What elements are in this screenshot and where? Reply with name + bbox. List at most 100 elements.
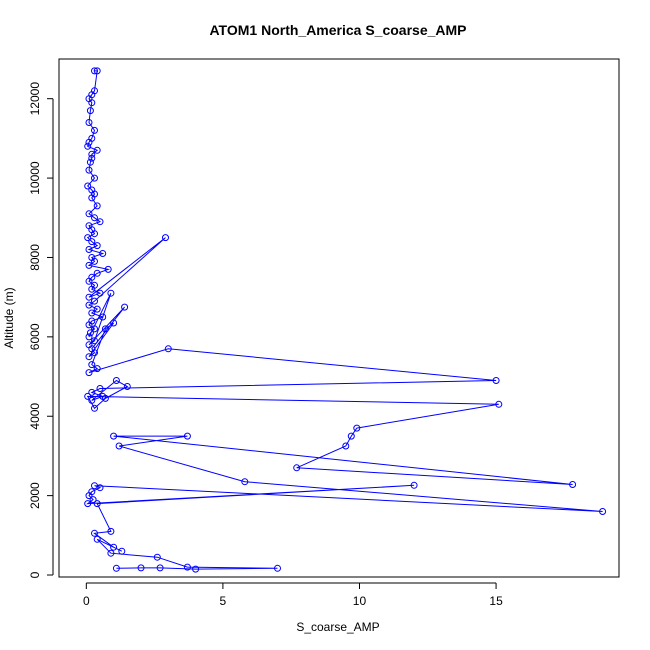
data-point <box>164 345 172 353</box>
data-point <box>599 508 607 515</box>
data-point <box>85 277 93 285</box>
data-point <box>93 242 101 250</box>
data-point <box>93 500 101 508</box>
data-point <box>85 293 93 301</box>
data-point <box>96 385 104 392</box>
data-point <box>85 166 93 174</box>
data-point <box>91 174 98 182</box>
data-point <box>85 246 93 253</box>
data-point <box>91 404 98 412</box>
data-point <box>101 394 109 402</box>
y-tick-label: 12000 <box>28 82 42 116</box>
data-point <box>274 564 281 572</box>
data-point <box>85 321 93 329</box>
data-point <box>107 527 115 535</box>
x-tick-label: 15 <box>489 594 503 608</box>
y-tick-label: 4000 <box>28 403 42 430</box>
chart-title: ATOM1 North_America S_coarse_AMP <box>209 22 466 38</box>
plot-frame <box>58 58 620 578</box>
data-point <box>85 492 93 500</box>
data-point <box>110 319 118 327</box>
data-point <box>241 478 249 486</box>
data-point <box>118 547 126 555</box>
data-point <box>88 388 96 396</box>
data-point <box>192 565 200 573</box>
data-point <box>88 150 96 158</box>
data-point <box>84 234 92 242</box>
data-point <box>104 265 112 273</box>
data-point <box>85 353 93 361</box>
data-point <box>569 481 577 488</box>
data-point <box>183 563 191 571</box>
data-point <box>88 194 96 202</box>
data-point <box>84 500 92 508</box>
series-layer <box>84 67 607 573</box>
data-point <box>93 365 101 373</box>
data-point <box>85 369 93 377</box>
data-point <box>112 377 120 384</box>
data-point <box>347 432 355 440</box>
data-point <box>99 313 107 321</box>
data-point <box>85 301 93 309</box>
data-point <box>85 261 93 269</box>
data-point <box>86 107 94 115</box>
data-point <box>93 202 101 210</box>
data-point <box>88 361 96 369</box>
data-point <box>112 564 120 572</box>
y-tick-label: 8000 <box>28 244 42 271</box>
data-point <box>137 564 145 572</box>
data-point <box>353 424 361 432</box>
data-point <box>91 257 98 265</box>
data-point <box>91 325 98 333</box>
data-point <box>91 126 98 134</box>
data-point <box>99 250 107 257</box>
data-point <box>84 392 92 400</box>
data-point <box>86 158 94 166</box>
data-point <box>162 234 169 242</box>
data-point <box>88 154 96 162</box>
data-point <box>495 400 503 408</box>
data-point <box>88 285 96 293</box>
data-point <box>93 269 101 277</box>
y-axis-label: Altitude (m) <box>2 287 16 348</box>
data-point <box>93 146 101 154</box>
data-point <box>153 553 161 561</box>
data-point <box>88 396 96 404</box>
data-point <box>85 210 93 218</box>
data-point <box>85 119 93 126</box>
data-point <box>93 305 101 313</box>
data-point <box>84 142 92 150</box>
y-tick-label: 6000 <box>28 323 42 350</box>
data-point <box>156 564 164 572</box>
data-point <box>110 543 118 551</box>
data-point <box>91 349 98 357</box>
data-point <box>123 383 131 390</box>
series-line <box>86 70 603 570</box>
data-point <box>110 432 118 440</box>
data-point <box>93 535 101 543</box>
data-point <box>101 325 109 333</box>
data-point <box>88 238 96 246</box>
data-point <box>85 333 93 341</box>
x-tick-label: 0 <box>83 594 90 608</box>
data-point <box>89 496 97 504</box>
data-point <box>86 329 94 337</box>
data-point <box>183 432 191 440</box>
data-point <box>107 289 115 297</box>
data-point <box>91 529 98 537</box>
data-point <box>96 484 104 492</box>
data-point <box>121 303 129 311</box>
data-point <box>410 481 418 489</box>
x-tick-label: 10 <box>353 594 367 608</box>
data-point <box>115 442 123 450</box>
data-point <box>91 337 98 345</box>
data-point <box>91 230 98 238</box>
data-point <box>342 442 350 450</box>
x-tick-label: 5 <box>220 594 227 608</box>
data-point <box>88 99 96 107</box>
x-axis-label: S_coarse_AMP <box>296 620 379 634</box>
data-point <box>93 67 101 75</box>
data-point <box>91 67 98 75</box>
